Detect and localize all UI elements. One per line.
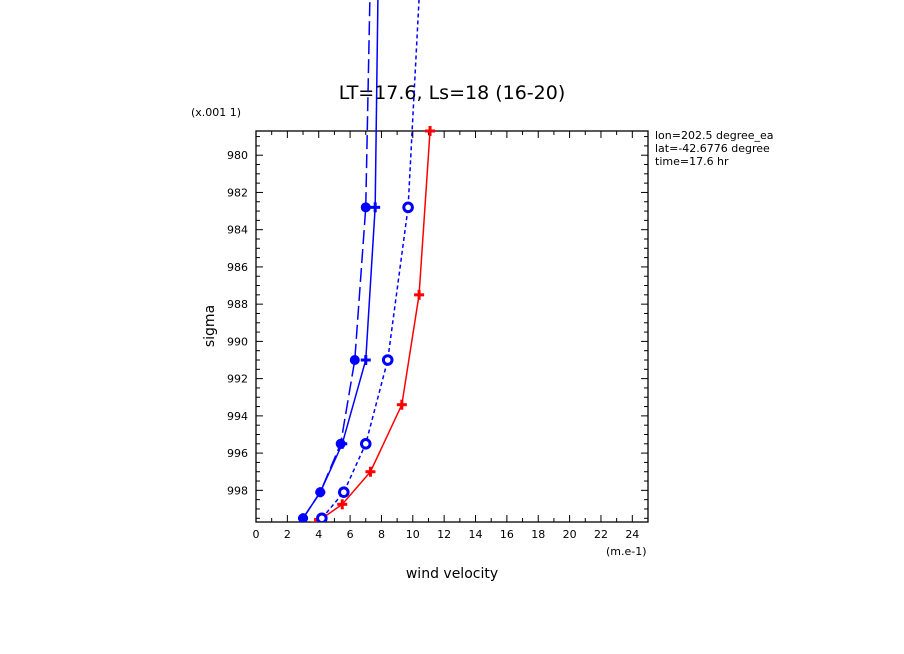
plot-frame	[255, 130, 649, 523]
series-group	[298, 0, 436, 522]
plus-marker	[414, 289, 425, 300]
open-circle-marker	[316, 512, 328, 522]
plus-marker	[360, 355, 371, 366]
plus-marker	[425, 126, 436, 136]
filled-circle-marker	[335, 438, 346, 449]
x-tick-label: 4	[315, 528, 322, 541]
x-tick-label: 20	[563, 528, 577, 541]
y-axis-label: sigma	[202, 305, 218, 347]
x-tick-label: 6	[347, 528, 354, 541]
axes: 0 2 4 6 8 10 12 14 16 18 20 22 249809829849869889909…	[227, 130, 649, 541]
annotation-lon: lon=202.5 degree_ea	[655, 129, 774, 142]
x-unit-label: (m.e-1)	[606, 545, 647, 558]
series-line-2	[302, 0, 371, 519]
filled-circle-marker	[298, 513, 309, 522]
open-circle-marker	[402, 201, 414, 214]
x-tick-label: 10	[406, 528, 420, 541]
annotation-lat: lat=-42.6776 degree	[655, 142, 770, 155]
x-axis-label: wind velocity	[406, 566, 498, 582]
filled-circle-marker	[349, 355, 360, 366]
open-circle-marker	[381, 354, 394, 366]
annotation-time: time=17.6 hr	[655, 155, 729, 168]
filled-circle-marker	[315, 487, 326, 498]
x-tick-label: 0	[253, 528, 260, 541]
x-tick-label: 18	[531, 528, 545, 541]
plus-marker	[310, 517, 321, 522]
chart-title: LT=17.6, Ls=18 (16-20)	[339, 82, 566, 104]
plus-marker	[337, 499, 348, 510]
x-tick-label: 24	[625, 528, 639, 541]
filled-circle-marker	[360, 202, 371, 213]
open-circle-marker	[359, 438, 372, 450]
y-tick-label: 984	[227, 224, 248, 237]
open-circle-marker	[338, 486, 350, 499]
y-tick-label: 998	[227, 484, 248, 497]
y-tick-label: 980	[227, 149, 248, 162]
x-tick-label: 2	[284, 528, 291, 541]
plus-marker	[370, 202, 381, 213]
x-tick-label: 14	[469, 528, 483, 541]
y-tick-label: 982	[227, 186, 248, 199]
y-tick-label: 994	[227, 410, 248, 423]
plus-marker	[365, 466, 376, 477]
plus-marker	[396, 399, 407, 410]
x-tick-label: 8	[378, 528, 385, 541]
y-tick-label: 990	[227, 335, 248, 348]
y-tick-label: 996	[227, 447, 248, 460]
y-tick-label: 992	[227, 373, 248, 386]
series-line-0	[315, 130, 431, 522]
y-tick-label: 988	[227, 298, 248, 311]
y-tick-label: 986	[227, 261, 248, 274]
y-scale-label: (x.001 1)	[191, 106, 241, 119]
x-tick-label: 12	[437, 528, 451, 541]
x-tick-label: 16	[500, 528, 514, 541]
x-tick-label: 22	[594, 528, 608, 541]
